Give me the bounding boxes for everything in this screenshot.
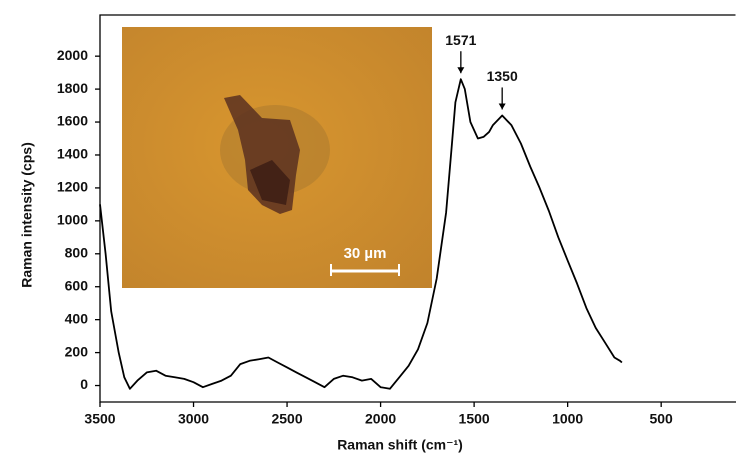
annotation-arrowhead: [457, 67, 465, 74]
y-tick-label: 1000: [57, 212, 88, 228]
x-tick-label: 2000: [365, 411, 396, 427]
y-tick-label: 2000: [57, 47, 88, 63]
x-tick-label: 1500: [459, 411, 490, 427]
y-tick-label: 800: [65, 244, 89, 260]
y-tick-label: 0: [80, 376, 88, 392]
y-axis-label: Raman intensity (cps): [19, 142, 35, 287]
y-tick-label: 1800: [57, 80, 88, 96]
y-tick-label: 600: [65, 277, 89, 293]
x-tick-label: 500: [649, 411, 673, 427]
y-tick-label: 400: [65, 310, 89, 326]
y-tick-label: 1400: [57, 146, 88, 162]
x-tick-label: 1000: [552, 411, 583, 427]
annotation-label: 1350: [487, 68, 518, 84]
y-tick-label: 1600: [57, 113, 88, 129]
spectrum-line: [99, 78, 623, 390]
x-tick-label: 3500: [84, 411, 115, 427]
inset-photo: 30 µm: [122, 27, 432, 288]
scale-bar-label: 30 µm: [344, 245, 387, 262]
x-tick-label: 3000: [178, 411, 209, 427]
y-tick-label: 200: [65, 343, 89, 359]
annotation-label: 1571: [445, 32, 476, 48]
y-tick-label: 1200: [57, 179, 88, 195]
x-tick-label: 2500: [271, 411, 302, 427]
annotation-arrowhead: [498, 103, 506, 110]
x-axis-label: Raman shift (cm⁻¹): [337, 437, 463, 453]
